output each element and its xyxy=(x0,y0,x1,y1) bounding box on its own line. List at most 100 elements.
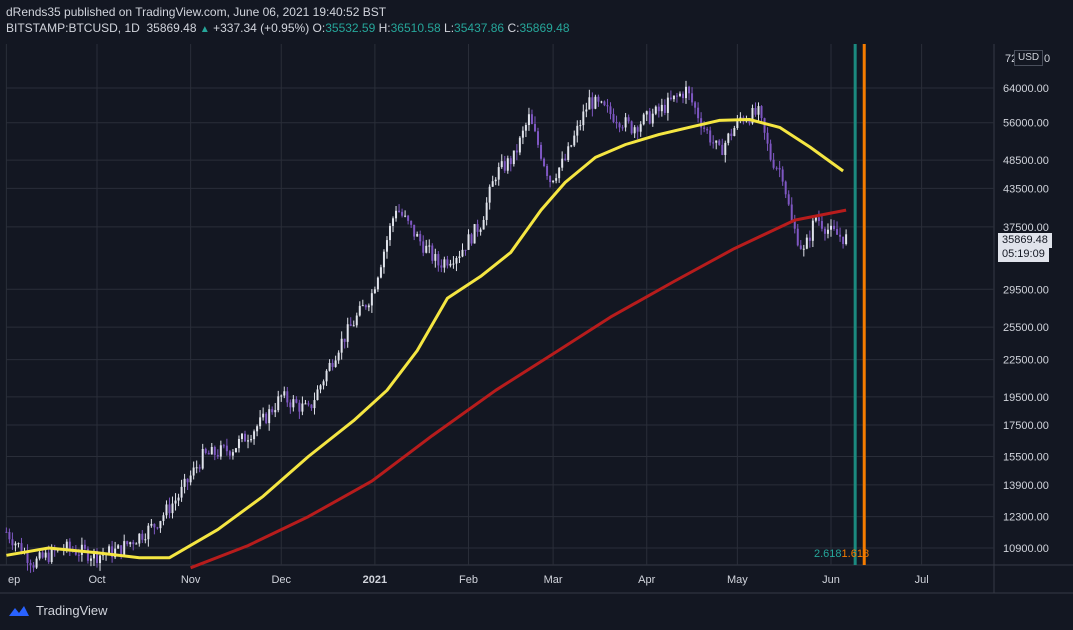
grid-lines xyxy=(0,44,1073,594)
y-tick-label: 56000.00 xyxy=(1003,118,1049,130)
candle-body xyxy=(494,179,497,182)
candle-body xyxy=(527,114,530,126)
candle-body xyxy=(213,446,216,455)
candle-body xyxy=(757,106,760,115)
candle-body xyxy=(388,225,391,241)
candle-body xyxy=(301,403,304,412)
candle-body xyxy=(141,533,144,540)
candle-body xyxy=(842,236,845,244)
close-value: 35869.48 xyxy=(519,21,570,35)
candle-body xyxy=(606,105,609,107)
candle-body xyxy=(159,521,162,529)
candle-body xyxy=(582,111,585,126)
candle-body xyxy=(379,267,382,278)
candle-body xyxy=(204,448,207,453)
candle-body xyxy=(349,324,352,326)
candle-body xyxy=(558,167,561,179)
candle-body xyxy=(352,325,355,327)
candle-body xyxy=(144,539,147,541)
candle-body xyxy=(192,467,195,476)
candle-body xyxy=(431,245,434,261)
candle-body xyxy=(316,389,319,401)
candle-body xyxy=(210,446,213,455)
candle-body xyxy=(830,225,832,230)
candle-body xyxy=(772,159,775,168)
candle-body xyxy=(404,215,407,217)
candle-body xyxy=(108,546,111,554)
x-tick-label: ep xyxy=(8,574,20,586)
candle-body xyxy=(615,121,618,124)
candle-body xyxy=(138,533,141,544)
symbol-label[interactable]: BITSTAMP:BTCUSD, 1D xyxy=(6,21,140,35)
candle-body xyxy=(533,123,536,132)
candle-body xyxy=(240,433,243,439)
candle-body xyxy=(452,263,455,265)
candle-body xyxy=(17,543,20,545)
candle-body xyxy=(500,161,503,168)
candle-body xyxy=(83,544,86,549)
candle-body xyxy=(367,305,370,308)
candle-body xyxy=(748,120,751,124)
candle-body xyxy=(594,96,597,109)
candle-body xyxy=(253,431,256,440)
candle-body xyxy=(697,107,700,119)
footer-branding[interactable]: TradingView xyxy=(8,603,108,618)
candle-body xyxy=(29,562,32,566)
candle-body xyxy=(715,140,718,143)
candle-body xyxy=(446,259,449,266)
candle-body xyxy=(781,169,784,182)
candle-body xyxy=(642,114,645,125)
candle-body xyxy=(126,541,129,545)
candle-body xyxy=(407,215,410,221)
fast-moving-average-line xyxy=(6,118,844,560)
candle-body xyxy=(189,475,192,483)
candle-body xyxy=(373,289,376,294)
x-tick-label: 2021 xyxy=(363,574,387,586)
price-axis[interactable]: 64000.00 56000.00 48500.00 43500.00 37500.00… xyxy=(1003,53,1050,555)
y-tick-label: 22500.00 xyxy=(1003,355,1049,367)
candle-body xyxy=(691,93,694,103)
candle-body xyxy=(237,438,240,449)
candle-body xyxy=(470,234,473,244)
candle-body xyxy=(92,550,95,559)
time-axis[interactable]: ep Oct Nov Dec 2021 Feb Mar Apr May Jun Jul xyxy=(8,574,929,586)
candle-body xyxy=(14,543,17,546)
candle-body xyxy=(573,135,576,146)
candle-body xyxy=(624,117,627,128)
candle-body xyxy=(231,452,234,456)
candle-body xyxy=(370,293,373,306)
currency-badge[interactable]: USD xyxy=(1014,50,1044,66)
candle-body xyxy=(271,409,274,413)
y-tick-label: 37500.00 xyxy=(1003,222,1049,234)
candle-body xyxy=(114,548,117,558)
candle-body xyxy=(77,554,80,556)
candle-body xyxy=(467,234,470,250)
chart-header: dRends35 published on TradingView.com, J… xyxy=(6,4,570,38)
candle-body xyxy=(216,454,219,457)
candle-body xyxy=(449,263,452,266)
candle-body xyxy=(733,128,736,136)
candle-body xyxy=(688,86,691,94)
candle-body xyxy=(751,108,754,124)
candle-body xyxy=(685,86,688,99)
candle-body xyxy=(343,338,346,342)
candle-body xyxy=(355,315,358,326)
candle-body xyxy=(286,391,289,403)
candle-body xyxy=(310,404,313,409)
candle-body xyxy=(730,133,733,136)
candle-body xyxy=(718,140,721,145)
candle-body xyxy=(74,550,77,555)
candle-body xyxy=(337,352,340,361)
candle-body xyxy=(259,417,262,427)
candle-body xyxy=(298,402,301,412)
candle-body xyxy=(153,523,156,528)
candle-body xyxy=(207,452,210,455)
candle-body xyxy=(376,277,379,290)
candle-body xyxy=(268,409,271,424)
last-price: 35869.48 xyxy=(146,21,197,35)
candle-body xyxy=(307,403,310,405)
close-label: C: xyxy=(507,21,520,35)
candle-body xyxy=(681,93,684,99)
candle-body xyxy=(521,130,524,138)
